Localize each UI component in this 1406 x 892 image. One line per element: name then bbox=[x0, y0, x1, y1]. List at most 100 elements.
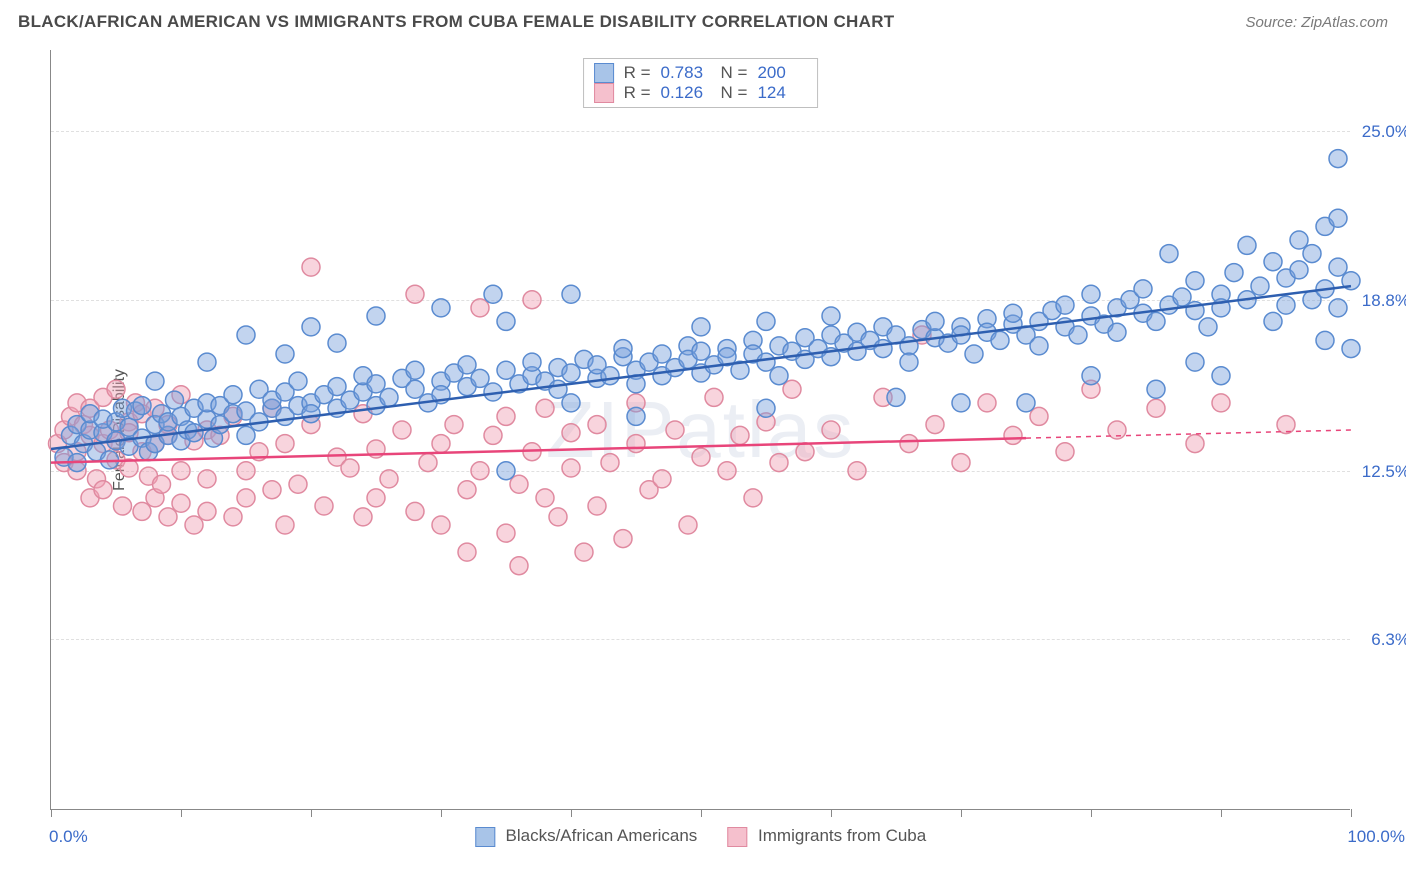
scatter-point bbox=[1303, 245, 1321, 263]
scatter-point bbox=[1004, 304, 1022, 322]
scatter-point bbox=[601, 454, 619, 472]
scatter-point bbox=[1251, 277, 1269, 295]
scatter-point bbox=[133, 397, 151, 415]
scatter-point bbox=[783, 380, 801, 398]
scatter-point bbox=[497, 462, 515, 480]
scatter-point bbox=[1342, 340, 1360, 358]
scatter-point bbox=[523, 353, 541, 371]
scatter-point bbox=[692, 342, 710, 360]
scatter-point bbox=[627, 407, 645, 425]
scatter-point bbox=[146, 372, 164, 390]
scatter-point bbox=[198, 353, 216, 371]
pink-swatch-icon bbox=[727, 827, 747, 847]
scatter-point bbox=[471, 369, 489, 387]
scatter-point bbox=[107, 380, 125, 398]
scatter-point bbox=[328, 378, 346, 396]
y-tick-label: 18.8% bbox=[1362, 291, 1406, 311]
scatter-point bbox=[601, 367, 619, 385]
y-tick-label: 12.5% bbox=[1362, 462, 1406, 482]
scatter-point bbox=[1277, 416, 1295, 434]
scatter-point bbox=[1017, 394, 1035, 412]
scatter-point bbox=[406, 502, 424, 520]
scatter-point bbox=[926, 416, 944, 434]
scatter-point bbox=[198, 502, 216, 520]
scatter-point bbox=[1290, 231, 1308, 249]
scatter-point bbox=[588, 416, 606, 434]
scatter-point bbox=[1069, 326, 1087, 344]
scatter-point bbox=[458, 481, 476, 499]
scatter-point bbox=[1173, 288, 1191, 306]
scatter-point bbox=[367, 307, 385, 325]
scatter-point bbox=[1264, 253, 1282, 271]
scatter-point bbox=[341, 459, 359, 477]
scatter-point bbox=[458, 543, 476, 561]
scatter-point bbox=[900, 353, 918, 371]
scatter-point bbox=[276, 435, 294, 453]
scatter-point bbox=[926, 312, 944, 330]
scatter-point bbox=[562, 424, 580, 442]
scatter-point bbox=[1186, 435, 1204, 453]
x-tick bbox=[311, 809, 312, 817]
scatter-point bbox=[1186, 272, 1204, 290]
scatter-point bbox=[172, 494, 190, 512]
scatter-point bbox=[952, 454, 970, 472]
scatter-point bbox=[367, 489, 385, 507]
x-axis-max-label: 100.0% bbox=[1347, 827, 1405, 847]
scatter-point bbox=[731, 426, 749, 444]
scatter-point bbox=[263, 481, 281, 499]
scatter-point bbox=[315, 497, 333, 515]
scatter-point bbox=[952, 394, 970, 412]
scatter-point bbox=[822, 421, 840, 439]
scatter-point bbox=[1329, 150, 1347, 168]
scatter-point bbox=[406, 380, 424, 398]
x-tick bbox=[701, 809, 702, 817]
scatter-point bbox=[653, 345, 671, 363]
scatter-point bbox=[1212, 394, 1230, 412]
scatter-point bbox=[153, 475, 171, 493]
scatter-point bbox=[432, 516, 450, 534]
scatter-point bbox=[1030, 337, 1048, 355]
scatter-point bbox=[757, 353, 775, 371]
x-tick bbox=[1091, 809, 1092, 817]
scatter-point bbox=[328, 334, 346, 352]
scatter-point bbox=[380, 388, 398, 406]
scatter-point bbox=[445, 416, 463, 434]
scatter-point bbox=[237, 426, 255, 444]
scatter-point bbox=[510, 557, 528, 575]
scatter-point bbox=[302, 318, 320, 336]
x-tick bbox=[181, 809, 182, 817]
scatter-point bbox=[166, 391, 184, 409]
source-label: Source: ZipAtlas.com bbox=[1245, 14, 1388, 31]
chart-plot-area: Female Disability ZIPatlas 6.3%12.5%18.8… bbox=[50, 50, 1350, 810]
scatter-point bbox=[159, 508, 177, 526]
x-axis-min-label: 0.0% bbox=[49, 827, 88, 847]
scatter-point bbox=[1316, 331, 1334, 349]
scatter-point bbox=[1108, 323, 1126, 341]
legend-item-blue: Blacks/African Americans bbox=[475, 826, 698, 847]
scatter-point bbox=[848, 462, 866, 480]
scatter-point bbox=[276, 345, 294, 363]
scatter-point bbox=[1004, 426, 1022, 444]
scatter-point bbox=[536, 489, 554, 507]
x-tick bbox=[831, 809, 832, 817]
y-tick-label: 6.3% bbox=[1371, 630, 1406, 650]
scatter-point bbox=[497, 312, 515, 330]
scatter-point bbox=[1160, 245, 1178, 263]
legend-item-pink: Immigrants from Cuba bbox=[727, 826, 926, 847]
scatter-point bbox=[302, 258, 320, 276]
scatter-point bbox=[718, 462, 736, 480]
scatter-point bbox=[237, 326, 255, 344]
scatter-point bbox=[458, 356, 476, 374]
scatter-point bbox=[224, 386, 242, 404]
blue-swatch-icon bbox=[475, 827, 495, 847]
scatter-point bbox=[887, 388, 905, 406]
scatter-point bbox=[497, 407, 515, 425]
scatter-svg bbox=[51, 50, 1350, 809]
scatter-point bbox=[549, 380, 567, 398]
scatter-point bbox=[757, 399, 775, 417]
scatter-point bbox=[1225, 264, 1243, 282]
scatter-point bbox=[484, 285, 502, 303]
y-tick-label: 25.0% bbox=[1362, 122, 1406, 142]
x-tick bbox=[571, 809, 572, 817]
scatter-point bbox=[627, 435, 645, 453]
